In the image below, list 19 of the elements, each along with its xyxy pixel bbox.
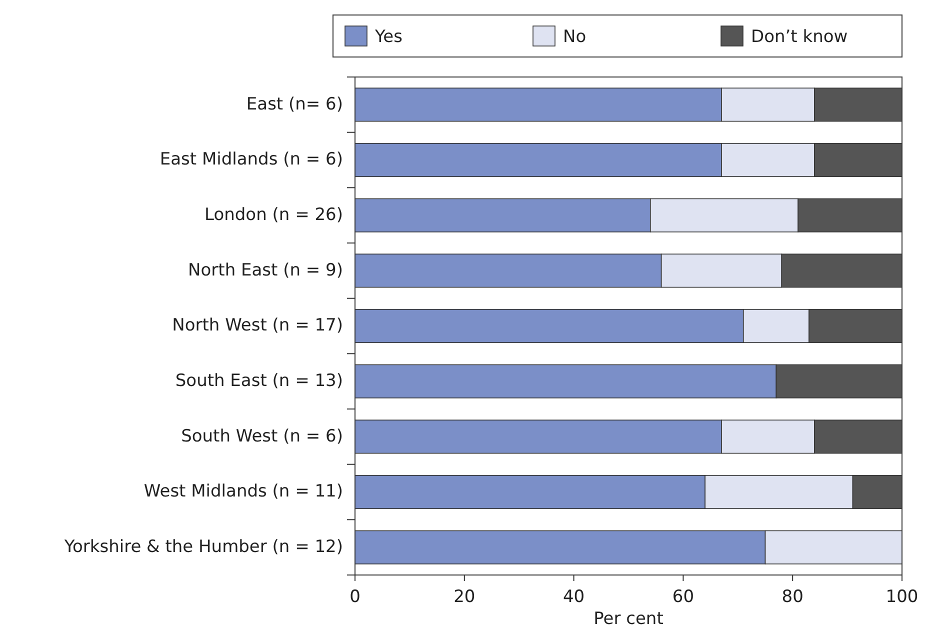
legend-label: Yes bbox=[374, 27, 403, 47]
x-tick-label: 20 bbox=[454, 587, 476, 607]
y-tick-label: West Midlands (n = 11) bbox=[144, 482, 343, 502]
y-tick-label: London (n = 26) bbox=[204, 204, 343, 225]
y-tick-label: East (n= 6) bbox=[246, 94, 343, 114]
x-tick-label: 60 bbox=[672, 587, 694, 607]
x-tick-label: 80 bbox=[782, 587, 804, 607]
x-tick-label: 0 bbox=[350, 587, 360, 607]
y-tick-label: Yorkshire & the Humber (n = 12) bbox=[63, 536, 343, 557]
y-tick-label: North East (n = 9) bbox=[188, 260, 343, 280]
y-tick-label: South East (n = 13) bbox=[175, 370, 343, 391]
y-tick-label: South West (n = 6) bbox=[181, 426, 343, 446]
x-tick-label: 100 bbox=[886, 587, 918, 607]
y-tick-label: East Midlands (n = 6) bbox=[160, 150, 343, 170]
legend-label: Don’t know bbox=[751, 27, 848, 47]
y-tick-label: North West (n = 17) bbox=[172, 316, 343, 336]
x-tick-label: 40 bbox=[562, 587, 585, 607]
x-axis-title: Per cent bbox=[594, 609, 664, 629]
legend-label: No bbox=[563, 27, 586, 47]
